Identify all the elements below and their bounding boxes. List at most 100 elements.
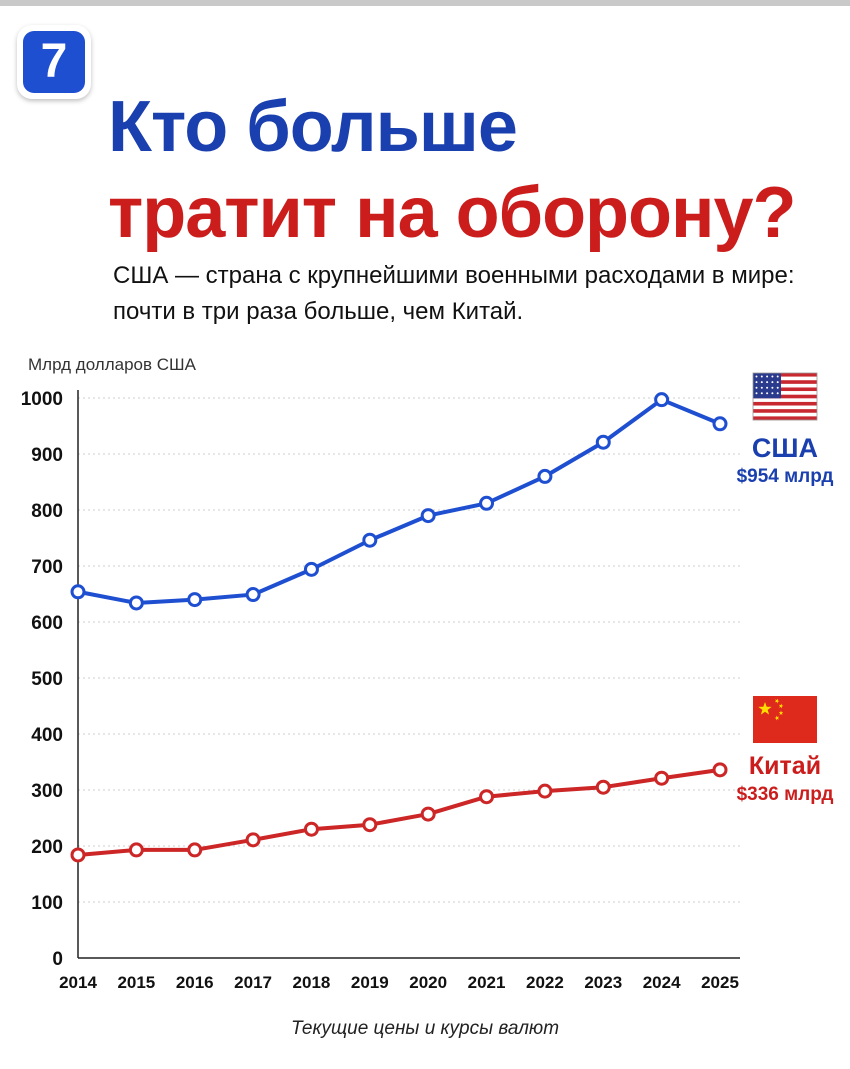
- flag-star: [760, 375, 763, 378]
- y-tick-label: 200: [31, 837, 63, 858]
- axes: [77, 390, 740, 959]
- flag-star: [760, 381, 763, 384]
- data-point: [712, 416, 728, 432]
- title-line-2: тратит на оборону?: [108, 173, 797, 253]
- data-point: [70, 584, 86, 600]
- page-title: Кто больше тратит на оборону?: [108, 84, 797, 256]
- number-badge: 7: [17, 25, 91, 99]
- y-tick-label: 300: [31, 781, 63, 802]
- flag-star: [766, 375, 769, 378]
- data-point: [128, 595, 144, 611]
- flag-star: [760, 392, 763, 395]
- flag-star: [778, 710, 784, 716]
- data-point: [245, 587, 261, 603]
- title-line-1: Кто больше: [108, 87, 518, 167]
- subtitle-line-2: почти в три раза больше, чем Китай.: [113, 298, 524, 325]
- flag-star: [755, 392, 758, 395]
- x-tick-label: 2019: [351, 973, 389, 992]
- x-tick-label: 2018: [293, 973, 331, 992]
- x-tick-label: 2016: [176, 973, 214, 992]
- flag-star: [776, 386, 779, 389]
- flag-border: [752, 372, 818, 421]
- x-tick-label: 2017: [234, 973, 272, 992]
- flag-stripe: [753, 387, 817, 392]
- x-tick-label: 2014: [59, 973, 97, 992]
- flag-star: [760, 386, 763, 389]
- data-point: [362, 532, 378, 548]
- flag-star: [771, 381, 774, 384]
- flag-stripe: [753, 383, 817, 388]
- flag-stripe: [753, 373, 817, 377]
- flag-star: [778, 703, 784, 709]
- y-tick-label: 600: [31, 613, 63, 634]
- series-labels: США $954 млрд Китай $336 млрд: [737, 372, 834, 805]
- data-point: [420, 508, 436, 524]
- flag-field: [753, 696, 817, 743]
- subtitle: США — страна с крупнейшими военными расх…: [113, 258, 813, 330]
- data-point: [595, 779, 611, 795]
- flag-star: [755, 386, 758, 389]
- flag-stripe: [753, 405, 817, 410]
- x-tick-label: 2021: [468, 973, 506, 992]
- data-point: [479, 495, 495, 511]
- flag-star: [774, 698, 780, 704]
- flag-star: [755, 381, 758, 384]
- flag-star: [771, 392, 774, 395]
- y-tick-label: 0: [52, 949, 63, 970]
- y-tick-labels: 0 100 200 300 400 500 600 700 800 900 1000: [21, 389, 63, 970]
- flag-star: [776, 375, 779, 378]
- flag-stripe: [753, 412, 817, 417]
- x-tick-labels: 2014 2015 2016 2017 2018 2019 2020 2021 2022 2023…: [59, 973, 739, 992]
- y-tick-label: 700: [31, 557, 63, 578]
- flag-star: [771, 375, 774, 378]
- data-point: [654, 770, 670, 786]
- subtitle-line-1: США — страна с крупнейшими военными расх…: [113, 262, 795, 289]
- data-point: [537, 468, 553, 484]
- flag-star: [758, 702, 772, 715]
- x-tick-label: 2023: [584, 973, 622, 992]
- y-tick-label: 400: [31, 725, 63, 746]
- data-point: [303, 821, 319, 837]
- data-point: [654, 392, 670, 408]
- flag-star: [766, 392, 769, 395]
- y-tick-label: 100: [31, 893, 63, 914]
- china-end-value: $336 млрд: [737, 784, 834, 805]
- flag-stripe: [753, 398, 817, 403]
- data-point: [479, 789, 495, 805]
- data-point: [70, 847, 86, 863]
- flag-star: [766, 381, 769, 384]
- data-point: [362, 817, 378, 833]
- y-tick-label: 900: [31, 445, 63, 466]
- usa-series-name: США: [752, 433, 818, 463]
- flag-star: [776, 381, 779, 384]
- usa-end-value: $954 млрд: [737, 466, 834, 487]
- series-line-usa: [77, 397, 721, 605]
- flag-star: [755, 375, 758, 378]
- badge-number: 7: [23, 31, 85, 93]
- china-flag-icon: [753, 696, 817, 743]
- flag-stripe: [753, 376, 817, 381]
- data-point: [712, 762, 728, 778]
- data-point: [128, 842, 144, 858]
- series-line-china: [77, 767, 721, 857]
- x-tick-label: 2020: [409, 973, 447, 992]
- y-tick-label: 1000: [21, 389, 63, 410]
- footnote: Текущие цены и курсы валют: [290, 1018, 560, 1039]
- flag-star: [766, 386, 769, 389]
- flag-stripe: [753, 416, 817, 421]
- y-tick-label: 800: [31, 501, 63, 522]
- x-tick-label: 2015: [117, 973, 155, 992]
- flag-star: [774, 715, 780, 721]
- x-tick-label: 2022: [526, 973, 564, 992]
- data-point: [187, 592, 203, 608]
- data-point: [187, 842, 203, 858]
- data-point: [245, 832, 261, 848]
- series-group: [70, 392, 728, 863]
- data-point: [420, 806, 436, 822]
- flag-star: [771, 386, 774, 389]
- y-axis-label: Млрд долларов США: [28, 355, 197, 374]
- data-point: [537, 783, 553, 799]
- flag-stripe: [753, 394, 817, 399]
- flag-stripe: [753, 409, 817, 413]
- flag-star: [776, 392, 779, 395]
